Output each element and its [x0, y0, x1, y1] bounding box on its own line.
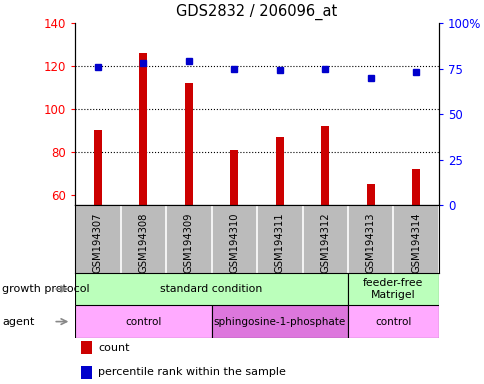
- Bar: [81, 341, 92, 354]
- Text: feeder-free
Matrigel: feeder-free Matrigel: [363, 278, 423, 300]
- Bar: [347, 305, 438, 338]
- Bar: [347, 273, 438, 305]
- Bar: [81, 366, 92, 379]
- Bar: [211, 305, 347, 338]
- Bar: [366, 184, 374, 205]
- Text: count: count: [98, 343, 130, 353]
- Text: sphingosine-1-phosphate: sphingosine-1-phosphate: [213, 316, 345, 327]
- Text: GSM194314: GSM194314: [410, 212, 420, 273]
- Bar: [275, 137, 283, 205]
- Bar: [230, 150, 238, 205]
- Text: control: control: [125, 316, 161, 327]
- Text: GSM194308: GSM194308: [138, 212, 148, 273]
- Bar: [139, 53, 147, 205]
- Text: GSM194309: GSM194309: [183, 212, 194, 273]
- Bar: [320, 126, 329, 205]
- Text: agent: agent: [2, 316, 35, 327]
- Bar: [184, 83, 193, 205]
- Text: GSM194310: GSM194310: [229, 212, 239, 273]
- Text: GSM194313: GSM194313: [365, 212, 375, 273]
- Bar: [75, 273, 347, 305]
- Bar: [411, 169, 420, 205]
- Bar: [93, 130, 102, 205]
- Text: growth protocol: growth protocol: [2, 284, 90, 294]
- Text: control: control: [375, 316, 411, 327]
- Title: GDS2832 / 206096_at: GDS2832 / 206096_at: [176, 4, 337, 20]
- Text: standard condition: standard condition: [160, 284, 262, 294]
- Text: percentile rank within the sample: percentile rank within the sample: [98, 367, 286, 377]
- Text: GSM194311: GSM194311: [274, 212, 284, 273]
- Text: GSM194307: GSM194307: [93, 212, 103, 273]
- Bar: [75, 305, 211, 338]
- Text: GSM194312: GSM194312: [319, 212, 330, 273]
